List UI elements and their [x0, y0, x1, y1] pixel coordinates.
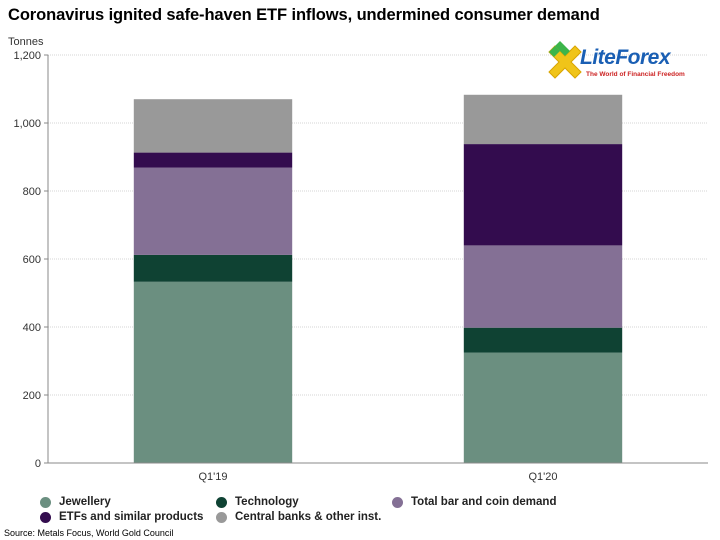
x-tick-label: Q1'19	[198, 471, 227, 483]
chart-area: 0 200 400 600 800 1,000 1,200 Q1'19 Q1'20 Tonnes	[8, 36, 708, 483]
logo-wordmark: LiteForex	[580, 46, 671, 69]
bar-segment-technology	[463, 327, 623, 353]
bar-segment-etfs-and-similar-products	[463, 144, 623, 246]
legend-item: ETFs and similar products	[40, 511, 216, 523]
logo-mark-icon	[548, 41, 582, 79]
liteforex-logo: LiteForex The World of Financial Freedom	[545, 40, 685, 85]
y-tick-label: 600	[23, 254, 41, 266]
x-tick-label: Q1'20	[528, 471, 557, 483]
source-note: Source: Metals Focus, World Gold Council	[4, 528, 174, 538]
axes: 0 200 400 600 800 1,000 1,200 Q1'19 Q1'20	[13, 50, 708, 483]
bar-segment-central-banks-other-inst	[133, 99, 293, 153]
legend-swatch	[216, 511, 227, 523]
legend-label: Jewellery	[59, 496, 111, 508]
legend-label: Technology	[235, 496, 299, 508]
bar-segment-jewellery	[133, 281, 293, 463]
legend-swatch	[40, 511, 51, 523]
y-tick-label: 1,200	[13, 50, 41, 62]
y-tick-label: 200	[23, 390, 41, 402]
bars	[133, 94, 623, 463]
legend-swatch	[392, 496, 403, 508]
chart-legend: Jewellery Technology Total bar and coin de…	[40, 496, 700, 523]
bar-segment-central-banks-other-inst	[463, 94, 623, 145]
legend-swatch	[40, 496, 51, 508]
bar-segment-jewellery	[463, 352, 623, 463]
y-axis-unit-label: Tonnes	[8, 36, 44, 48]
y-tick-label: 0	[35, 458, 41, 470]
legend-label: ETFs and similar products	[59, 511, 204, 523]
legend-label: Central banks & other inst.	[235, 511, 382, 523]
legend-item: Total bar and coin demand	[392, 496, 612, 508]
y-tick-label: 1,000	[13, 118, 41, 130]
y-tick-label: 400	[23, 322, 41, 334]
bar-segment-etfs-and-similar-products	[133, 152, 293, 168]
bar-segment-total-bar-and-coin-demand	[133, 167, 293, 255]
bar-segment-technology	[133, 254, 293, 282]
legend-swatch	[216, 496, 227, 508]
bar-segment-total-bar-and-coin-demand	[463, 245, 623, 328]
legend-item: Central banks & other inst.	[216, 511, 392, 523]
y-tick-label: 800	[23, 186, 41, 198]
legend-label: Total bar and coin demand	[411, 496, 557, 508]
legend-item: Technology	[216, 496, 392, 508]
chart-title: Coronavirus ignited safe-haven ETF inflo…	[8, 6, 600, 24]
logo-tagline: The World of Financial Freedom	[586, 71, 685, 78]
legend-item: Jewellery	[40, 496, 216, 508]
